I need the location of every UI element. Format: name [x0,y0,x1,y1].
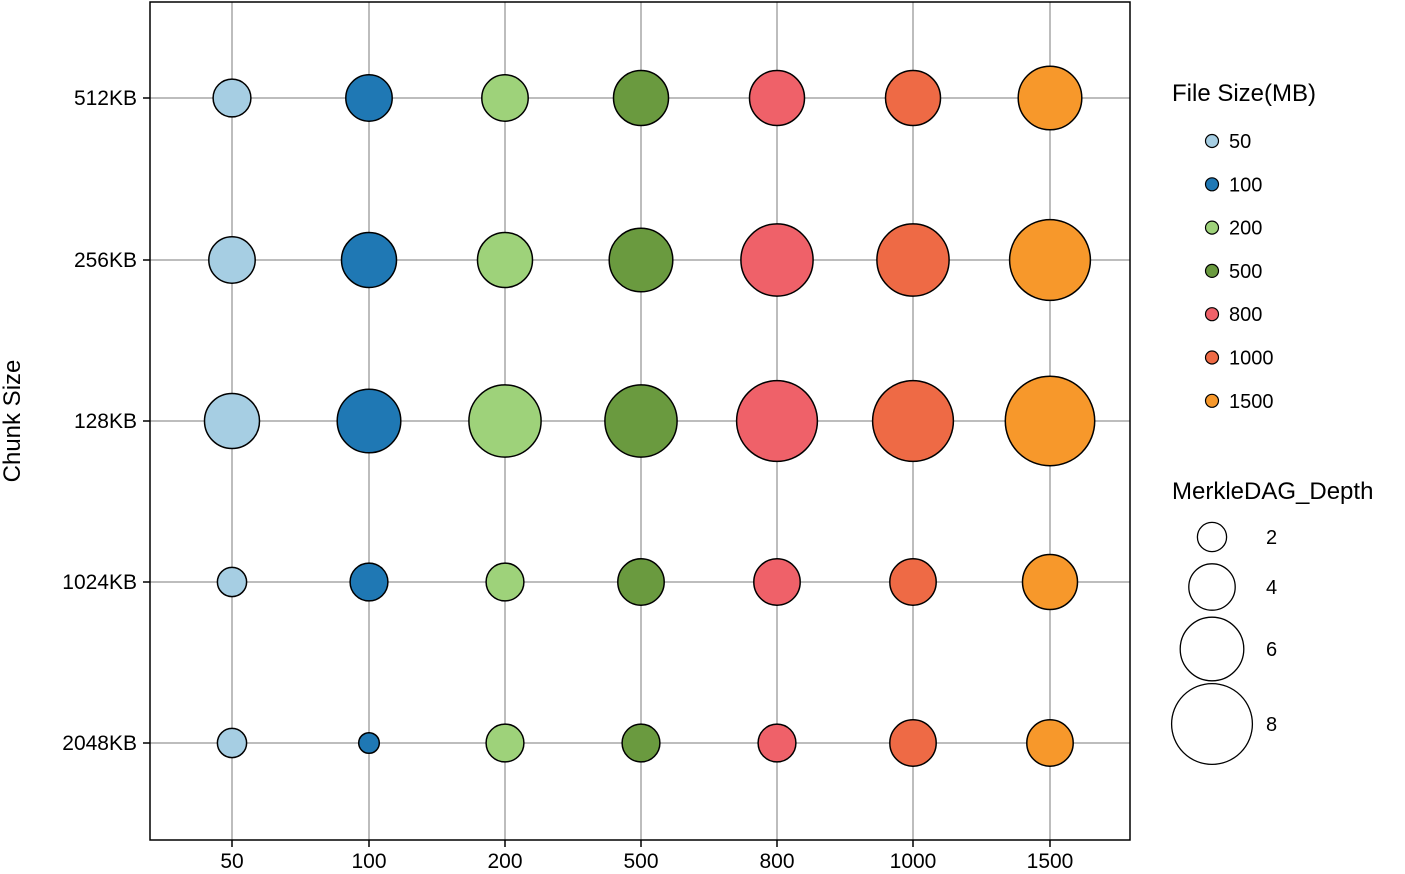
legend-size-key [1170,682,1254,766]
legend-color-label: 200 [1229,218,1262,240]
bubble-50-1024KB [216,566,248,598]
y-tick-label: 1024KB [62,571,137,594]
legend-size-label: 6 [1266,639,1277,661]
legend-color-key [1204,350,1220,365]
y-tick-label: 256KB [74,249,137,272]
bubble-1000-128KB [871,379,955,463]
bubble-1000-2048KB [889,719,937,767]
bubble-50-128KB [203,392,261,450]
x-tick-label: 800 [759,850,794,873]
legend-size-label: 2 [1266,527,1277,549]
bubble-500-256KB [608,227,674,293]
legend-size-key [1196,521,1228,553]
legend-size-label: 8 [1266,714,1277,736]
legend-color-label: 100 [1229,174,1262,196]
x-tick-label: 200 [487,850,522,873]
legend-color-label: 1500 [1229,391,1274,413]
x-tick-label: 100 [351,850,386,873]
axes: 50 100 200 500 800 1000 1500 512KB 256KB 128KB 102… [62,87,1073,873]
legend-color-label: 50 [1229,131,1251,153]
bubble-50-2048KB [216,727,248,759]
bubble-200-2048KB [485,723,525,763]
bubble-200-512KB [481,74,529,122]
legend-color-key [1204,393,1220,408]
y-tick-label: 2048KB [62,732,137,755]
bubble-50-512KB [212,78,252,118]
bubble-800-256KB [740,223,814,297]
bubble-100-256KB [340,231,398,289]
bubble-1500-128KB [1004,375,1096,467]
legend-color-key [1204,263,1220,278]
legend-color-key [1204,307,1220,322]
y-tick-label: 128KB [74,410,137,433]
color-legend: 50 100 200 500 800 1000 1500 [1204,131,1274,413]
bubble-100-128KB [336,388,402,454]
legend-size-key [1179,616,1245,682]
legend-color-title: File Size(MB) [1172,80,1316,107]
bubble-1500-512KB [1017,65,1083,131]
bubble-800-512KB [748,69,806,127]
bubble-800-2048KB [757,723,797,763]
bubble-200-128KB [468,384,542,458]
bubble-200-256KB [476,231,534,289]
x-tick-label: 1000 [890,850,937,873]
bubble-100-1024KB [349,562,389,602]
y-axis-title: Chunk Size [0,360,26,483]
bubble-500-2048KB [621,723,661,763]
bubble-800-128KB [735,379,819,463]
x-tick-label: 500 [623,850,658,873]
legend-color-key [1204,133,1220,149]
x-tick-label: 50 [220,850,243,873]
size-legend: 2 4 6 8 [1170,521,1277,766]
legend-size-title: MerkleDAG_Depth [1172,478,1373,505]
data-points [203,65,1096,767]
bubble-1500-1024KB [1021,553,1079,611]
legend-color-label: 500 [1229,261,1262,283]
bubble-500-1024KB [617,558,665,606]
bubble-500-512KB [612,69,670,127]
bubble-100-2048KB [357,731,381,755]
bubble-1000-256KB [876,223,950,297]
legend-color-label: 800 [1229,304,1262,326]
legend-size-key [1188,563,1236,611]
bubble-800-1024KB [753,558,801,606]
bubble-1500-256KB [1008,218,1092,302]
x-tick-label: 1500 [1027,850,1074,873]
legend-color-key [1204,220,1220,235]
bubble-1000-1024KB [889,558,937,606]
bubble-50-256KB [208,236,256,284]
legend-color-key [1204,177,1220,192]
bubble-1000-512KB [884,69,942,127]
bubble-1500-2048KB [1026,719,1074,767]
bubble-200-1024KB [485,562,525,602]
bubble-100-512KB [345,74,393,122]
legend-size-label: 4 [1266,577,1277,599]
legend-color-label: 1000 [1229,348,1274,370]
bubble-500-128KB [604,384,678,458]
y-tick-label: 512KB [74,87,137,110]
